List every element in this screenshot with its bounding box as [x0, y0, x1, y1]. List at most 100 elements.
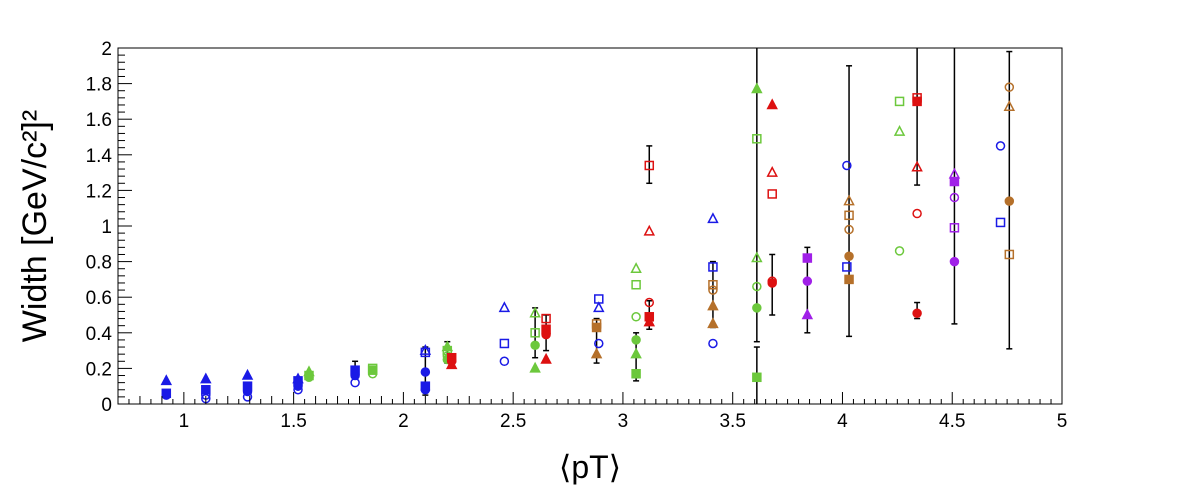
data-point-square [631, 368, 641, 379]
data-point-circle [420, 385, 431, 395]
data-point-square [844, 274, 854, 285]
data-point-triangle [707, 299, 719, 311]
data-point-triangle [911, 160, 923, 172]
data-point-square [894, 96, 905, 107]
data-point-triangle [200, 372, 212, 384]
data-point-circle [912, 208, 922, 219]
data-point-triangle [630, 347, 642, 359]
y-tick-label: 0.2 [86, 359, 112, 380]
data-point-square [995, 217, 1006, 228]
data-point-circle [499, 356, 510, 367]
data-point-triangle [801, 308, 814, 320]
data-point-circle [631, 312, 641, 322]
data-point-triangle [419, 343, 432, 355]
data-point-circle [350, 370, 360, 381]
data-point-circle [242, 392, 253, 402]
data-point-square [161, 388, 172, 399]
data-point-square [591, 322, 602, 333]
y-tick-label: 0.8 [86, 253, 112, 274]
x-tick-label: 4 [837, 411, 848, 432]
data-point-circle [767, 278, 777, 288]
data-point-triangle [766, 98, 778, 110]
data-point-square [499, 338, 510, 349]
data-point-circle [1004, 82, 1015, 92]
data-point-triangle [893, 125, 906, 136]
data-point-circle [844, 251, 854, 262]
data-point-circle [350, 377, 360, 388]
data-point-triangle [593, 301, 605, 313]
data-point-triangle [751, 82, 763, 94]
y-tick-label: 1 [101, 217, 112, 238]
data-point-circle [644, 297, 655, 308]
data-point-circle [420, 367, 431, 377]
data-point-triangle [241, 368, 254, 380]
y-tick-label: 1.2 [86, 181, 112, 202]
x-axis-title: ⟨pT⟩ [559, 449, 621, 485]
data-point-triangle [766, 165, 778, 177]
data-point-triangle [1003, 100, 1016, 111]
data-point-circle [541, 329, 551, 340]
data-point-square [949, 176, 960, 187]
data-point-triangle [498, 301, 511, 313]
data-point-circle [752, 303, 762, 313]
y-tick-label: 0.6 [86, 288, 112, 309]
data-point-square [949, 223, 960, 233]
data-point-circle [708, 338, 718, 349]
data-point-square [767, 189, 777, 199]
data-point-square [644, 160, 655, 171]
data-point-square [842, 262, 852, 272]
data-point-square [541, 313, 551, 324]
x-tick-label: 3 [618, 411, 629, 432]
data-point-square [631, 279, 641, 290]
data-point-circle [367, 368, 378, 379]
data-point-circle [708, 285, 718, 295]
data-point-circle [912, 308, 922, 318]
data-point-circle [293, 385, 303, 395]
data-point-square [420, 347, 431, 358]
data-point-triangle [590, 347, 603, 359]
y-axis-title: Width [GeV/c²]² [16, 110, 54, 342]
data-point-square [912, 96, 922, 107]
data-point-square [844, 210, 854, 221]
data-point-circle [802, 276, 813, 286]
y-tick-label: 1.6 [86, 110, 112, 131]
y-axis: 0 0.2 0.4 0.6 0.8 1 1.2 1.4 1.6 1.8 2 [86, 39, 132, 416]
data-point-circle [949, 192, 960, 203]
data-point-triangle [540, 352, 552, 364]
data-point-circle [995, 141, 1006, 151]
x-tick-label: 2.5 [500, 411, 526, 432]
data-point-circle [949, 256, 960, 267]
data-point-square [708, 279, 718, 290]
data-point-square [1004, 249, 1015, 260]
x-tick-label: 2 [398, 411, 409, 432]
data-point-triangle [160, 374, 173, 386]
data-point-triangle [751, 251, 763, 263]
data-point-circle [844, 224, 854, 235]
data-point-circle [1004, 196, 1015, 206]
data-point-triangle [445, 358, 458, 370]
data-point-circle [594, 338, 604, 349]
data-point-triangle [707, 317, 719, 329]
data-point-circle [842, 160, 852, 171]
data-point-triangle [630, 262, 642, 273]
data-point-triangle [529, 306, 541, 318]
x-tick-label: 1 [179, 411, 190, 432]
data-point-triangle [707, 212, 719, 224]
data-point-triangle [643, 224, 656, 236]
x-tick-label: 4.5 [939, 411, 965, 432]
data-points [160, 82, 1016, 404]
data-point-square [802, 253, 813, 263]
data-point-square [201, 385, 211, 395]
data-point-square [708, 262, 718, 272]
x-tick-label: 3.5 [719, 411, 745, 432]
y-tick-label: 0.4 [86, 324, 113, 345]
data-point-circle [752, 281, 762, 292]
data-point-square [530, 328, 540, 338]
x-axis: 1 1.5 2 2.5 3 3.5 4 4.5 5 [128, 392, 1068, 432]
y-tick-label: 1.4 [86, 146, 113, 167]
x-tick-label: 5 [1057, 411, 1068, 432]
data-point-circle [530, 340, 540, 351]
y-tick-label: 1.8 [86, 75, 112, 96]
data-point-circle [894, 246, 905, 256]
